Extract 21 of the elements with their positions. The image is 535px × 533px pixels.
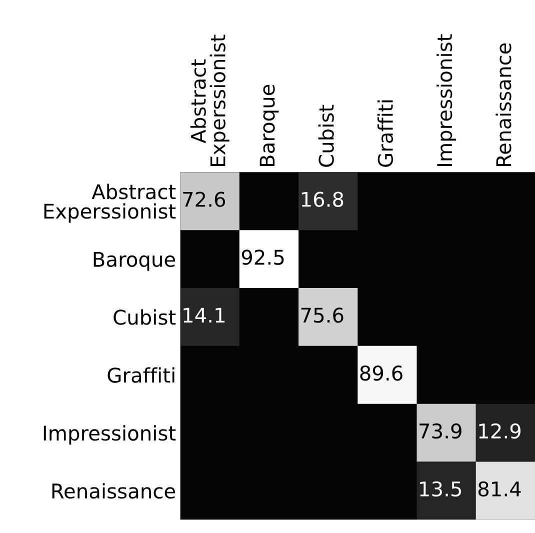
y-tick-label: Graffiti [108,367,174,383]
y-tick-label: Renaissance [52,483,176,499]
data-label: 73.9 [420,423,462,439]
data-label: 16.8 [302,192,344,207]
x-tick-label: Graffiti [377,100,394,167]
data-label: 89.6 [360,365,402,381]
x-tick-label: Impressionist [436,34,456,166]
data-label: 92.5 [242,250,284,265]
y-tick-label: Cubist [114,309,176,325]
y-tick-label: Baroque [94,252,176,271]
data-label: 14.1 [184,308,224,323]
data-label: 72.6 [183,192,226,207]
x-tick-label: Cubist [318,104,334,167]
data-label: 75.6 [301,308,344,323]
data-label: 12.9 [479,423,520,439]
x-tick-label: Baroque [260,84,279,166]
data-label: 81.4 [478,481,521,497]
x-tick-label: Renaissance [496,43,512,166]
y-tick-label: Impressionist [44,425,176,445]
data-label: 13.5 [420,481,462,497]
y-tick-label: Abstract Experssionist [44,184,176,223]
